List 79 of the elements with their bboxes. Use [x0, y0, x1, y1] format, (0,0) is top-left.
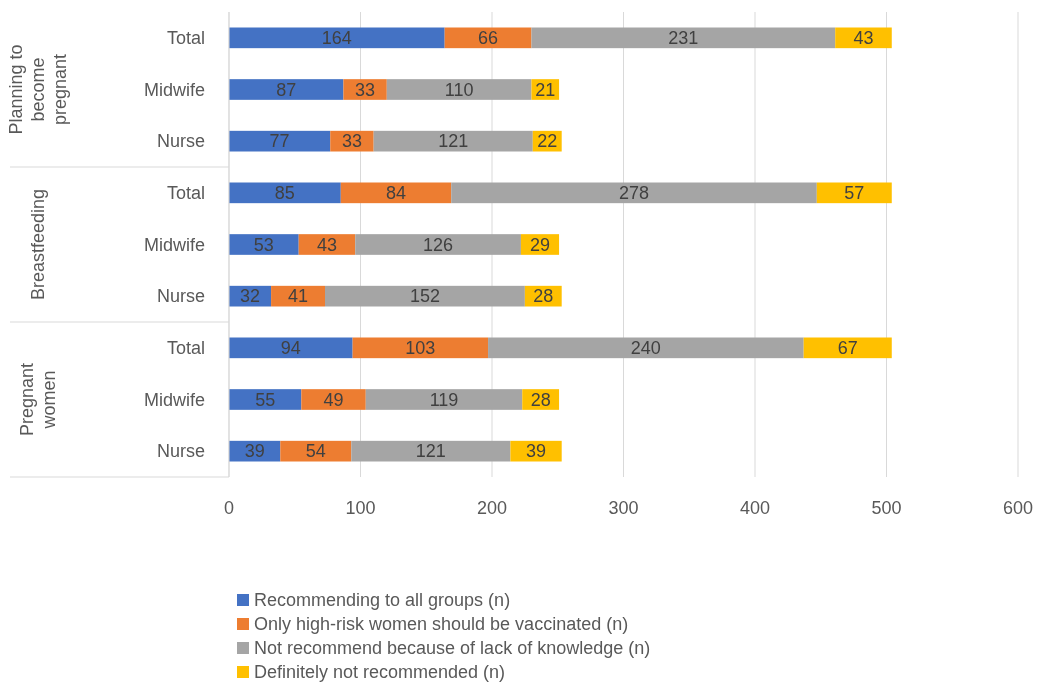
y-tick-label: Midwife [143, 234, 205, 255]
y-tick-label: Midwife [143, 389, 205, 410]
data-label: 278 [619, 183, 650, 204]
bar [229, 234, 299, 255]
data-label: 84 [385, 183, 407, 204]
data-label: 67 [837, 338, 858, 359]
data-label: 121 [438, 131, 469, 152]
bar [365, 389, 523, 410]
y-tick-label: Total [166, 338, 205, 359]
legend-label: Only high-risk women should be vaccinated (n) [254, 614, 629, 635]
bar [271, 285, 325, 307]
data-label: 164 [321, 28, 352, 49]
bar [229, 79, 344, 100]
data-label: 49 [323, 389, 344, 410]
bar [355, 234, 521, 255]
x-tick-label: 400 [739, 498, 771, 519]
x-tick-label: 0 [223, 498, 235, 519]
data-label: 103 [405, 338, 436, 359]
data-label: 22 [537, 131, 558, 152]
text: Breastfeeding [28, 188, 49, 301]
bar [340, 182, 452, 204]
bar [301, 389, 366, 410]
data-label: 43 [853, 28, 874, 49]
legend-label: Recommending to all groups (n) [254, 590, 511, 611]
bar [451, 182, 817, 204]
x-tick-label: 300 [608, 498, 639, 519]
data-label: 29 [529, 234, 551, 255]
data-label: 85 [274, 183, 295, 204]
y-tick-label: Nurse [156, 286, 205, 307]
bar [229, 130, 331, 152]
data-label: 119 [429, 389, 459, 410]
y-tick-label: Midwife [143, 79, 205, 100]
legend-label: Not recommend because of lack of knowledge (n) [254, 638, 651, 659]
data-label: 110 [444, 79, 474, 100]
data-label: 28 [530, 389, 551, 410]
data-label: 152 [409, 286, 440, 307]
data-label: 39 [526, 441, 547, 462]
data-label: 33 [341, 131, 362, 152]
data-label: 240 [630, 338, 661, 359]
bar [325, 285, 525, 307]
bar [803, 337, 892, 359]
bar [386, 79, 532, 100]
data-label: 77 [269, 131, 290, 152]
text: Planning to become pregnant [6, 44, 71, 135]
data-label: 121 [415, 441, 446, 462]
bar [229, 27, 445, 49]
text: Pregnant women [17, 362, 60, 437]
x-tick-label: 100 [345, 498, 376, 519]
data-label: 55 [255, 389, 276, 410]
data-label: 21 [535, 79, 556, 100]
y-tick-label: Nurse [156, 131, 205, 152]
data-label: 87 [276, 79, 297, 100]
bar [531, 27, 836, 49]
bar [351, 440, 511, 462]
bar [373, 130, 533, 152]
data-label: 126 [423, 234, 454, 255]
data-label: 43 [316, 234, 337, 255]
x-tick-label: 500 [871, 498, 902, 519]
y-tick-label: Total [166, 28, 205, 49]
data-label: 32 [240, 286, 261, 307]
data-label: 57 [844, 183, 865, 204]
bar [280, 440, 352, 462]
y-tick-label: Nurse [156, 441, 205, 462]
data-label: 231 [668, 28, 699, 49]
x-tick-label: 200 [476, 498, 508, 519]
data-label: 66 [478, 28, 499, 49]
data-label: 94 [280, 338, 301, 359]
data-label: 39 [244, 441, 265, 462]
bar [488, 337, 804, 359]
bar [229, 389, 302, 410]
data-label: 53 [253, 234, 274, 255]
x-tick-label: 600 [1002, 498, 1034, 519]
bar [229, 337, 353, 359]
legend-label: Definitely not recommended (n) [254, 662, 506, 683]
data-label: 41 [288, 286, 309, 307]
y-tick-label: Total [166, 183, 205, 204]
data-label: 54 [305, 441, 326, 462]
data-label: 28 [533, 286, 554, 307]
data-label: 33 [355, 79, 376, 100]
